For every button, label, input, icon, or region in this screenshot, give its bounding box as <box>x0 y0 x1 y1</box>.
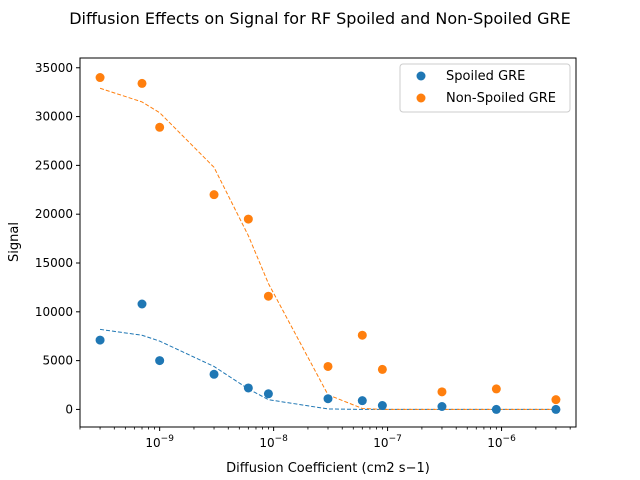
data-point-non-spoiled-gre <box>437 387 447 397</box>
data-point-non-spoiled-gre <box>377 364 387 374</box>
data-point-non-spoiled-gre <box>137 78 147 88</box>
data-point-non-spoiled-gre <box>323 361 333 371</box>
data-point-non-spoiled-gre <box>263 291 273 301</box>
data-point-spoiled-gre <box>243 383 253 393</box>
x-tick-exponent: −6 <box>503 434 517 444</box>
x-tick-exponent: −7 <box>389 434 402 444</box>
y-tick-label: 30000 <box>35 110 73 124</box>
x-tick-label: 10−6 <box>487 434 516 450</box>
legend: Spoiled GRE Non-Spoiled GRE <box>399 63 571 113</box>
fit-line-non-spoiled-gre <box>99 87 556 410</box>
chart-title: Diffusion Effects on Signal for RF Spoil… <box>69 9 571 28</box>
x-axis-label: Diffusion Coefficient (cm2 s−1) <box>226 461 430 476</box>
y-tick-label: 20000 <box>35 207 73 221</box>
y-tick-label: 10000 <box>35 305 73 319</box>
points-layer <box>95 73 561 414</box>
data-point-spoiled-gre <box>437 402 447 411</box>
y-tick-label: 15000 <box>35 256 73 270</box>
legend-box <box>399 63 571 113</box>
data-point-non-spoiled-gre <box>155 122 165 132</box>
legend-marker-non-spoiled-gre <box>416 93 426 103</box>
data-point-spoiled-gre <box>155 356 165 366</box>
data-point-spoiled-gre <box>551 404 561 414</box>
legend-label-spoiled-gre: Spoiled GRE <box>446 69 525 84</box>
legend-marker-spoiled-gre <box>416 71 426 81</box>
data-point-non-spoiled-gre <box>243 214 253 224</box>
x-tick-label: 10−8 <box>259 434 288 450</box>
x-tick-base: 10 <box>487 436 502 450</box>
y-tick-label: 5000 <box>42 354 73 368</box>
data-point-spoiled-gre <box>491 404 501 414</box>
legend-label-non-spoiled-gre: Non-Spoiled GRE <box>446 91 556 106</box>
data-point-spoiled-gre <box>263 389 273 399</box>
x-tick-label: 10−7 <box>373 434 402 450</box>
y-tick-label: 35000 <box>35 61 73 75</box>
y-tick-label: 0 <box>65 402 73 416</box>
data-point-non-spoiled-gre <box>551 395 561 405</box>
data-point-spoiled-gre <box>137 299 147 309</box>
data-point-non-spoiled-gre <box>491 384 501 394</box>
y-tick-label: 25000 <box>35 158 73 172</box>
x-tick-exponent: −8 <box>275 434 289 444</box>
data-point-spoiled-gre <box>357 396 367 406</box>
x-tick-exponent: −9 <box>161 434 175 444</box>
data-point-non-spoiled-gre <box>209 190 219 200</box>
data-point-spoiled-gre <box>377 401 387 411</box>
y-axis-label: Signal <box>7 222 22 262</box>
x-tick-label: 10−9 <box>145 434 174 450</box>
x-tick-base: 10 <box>373 436 388 450</box>
data-point-non-spoiled-gre <box>95 73 105 83</box>
x-tick-base: 10 <box>145 436 160 450</box>
data-point-spoiled-gre <box>209 369 219 379</box>
data-point-spoiled-gre <box>323 394 333 404</box>
x-tick-base: 10 <box>259 436 274 450</box>
data-point-non-spoiled-gre <box>357 330 367 340</box>
data-point-spoiled-gre <box>95 335 105 345</box>
plot-frame <box>79 57 577 428</box>
fit-lines-layer <box>99 87 556 410</box>
